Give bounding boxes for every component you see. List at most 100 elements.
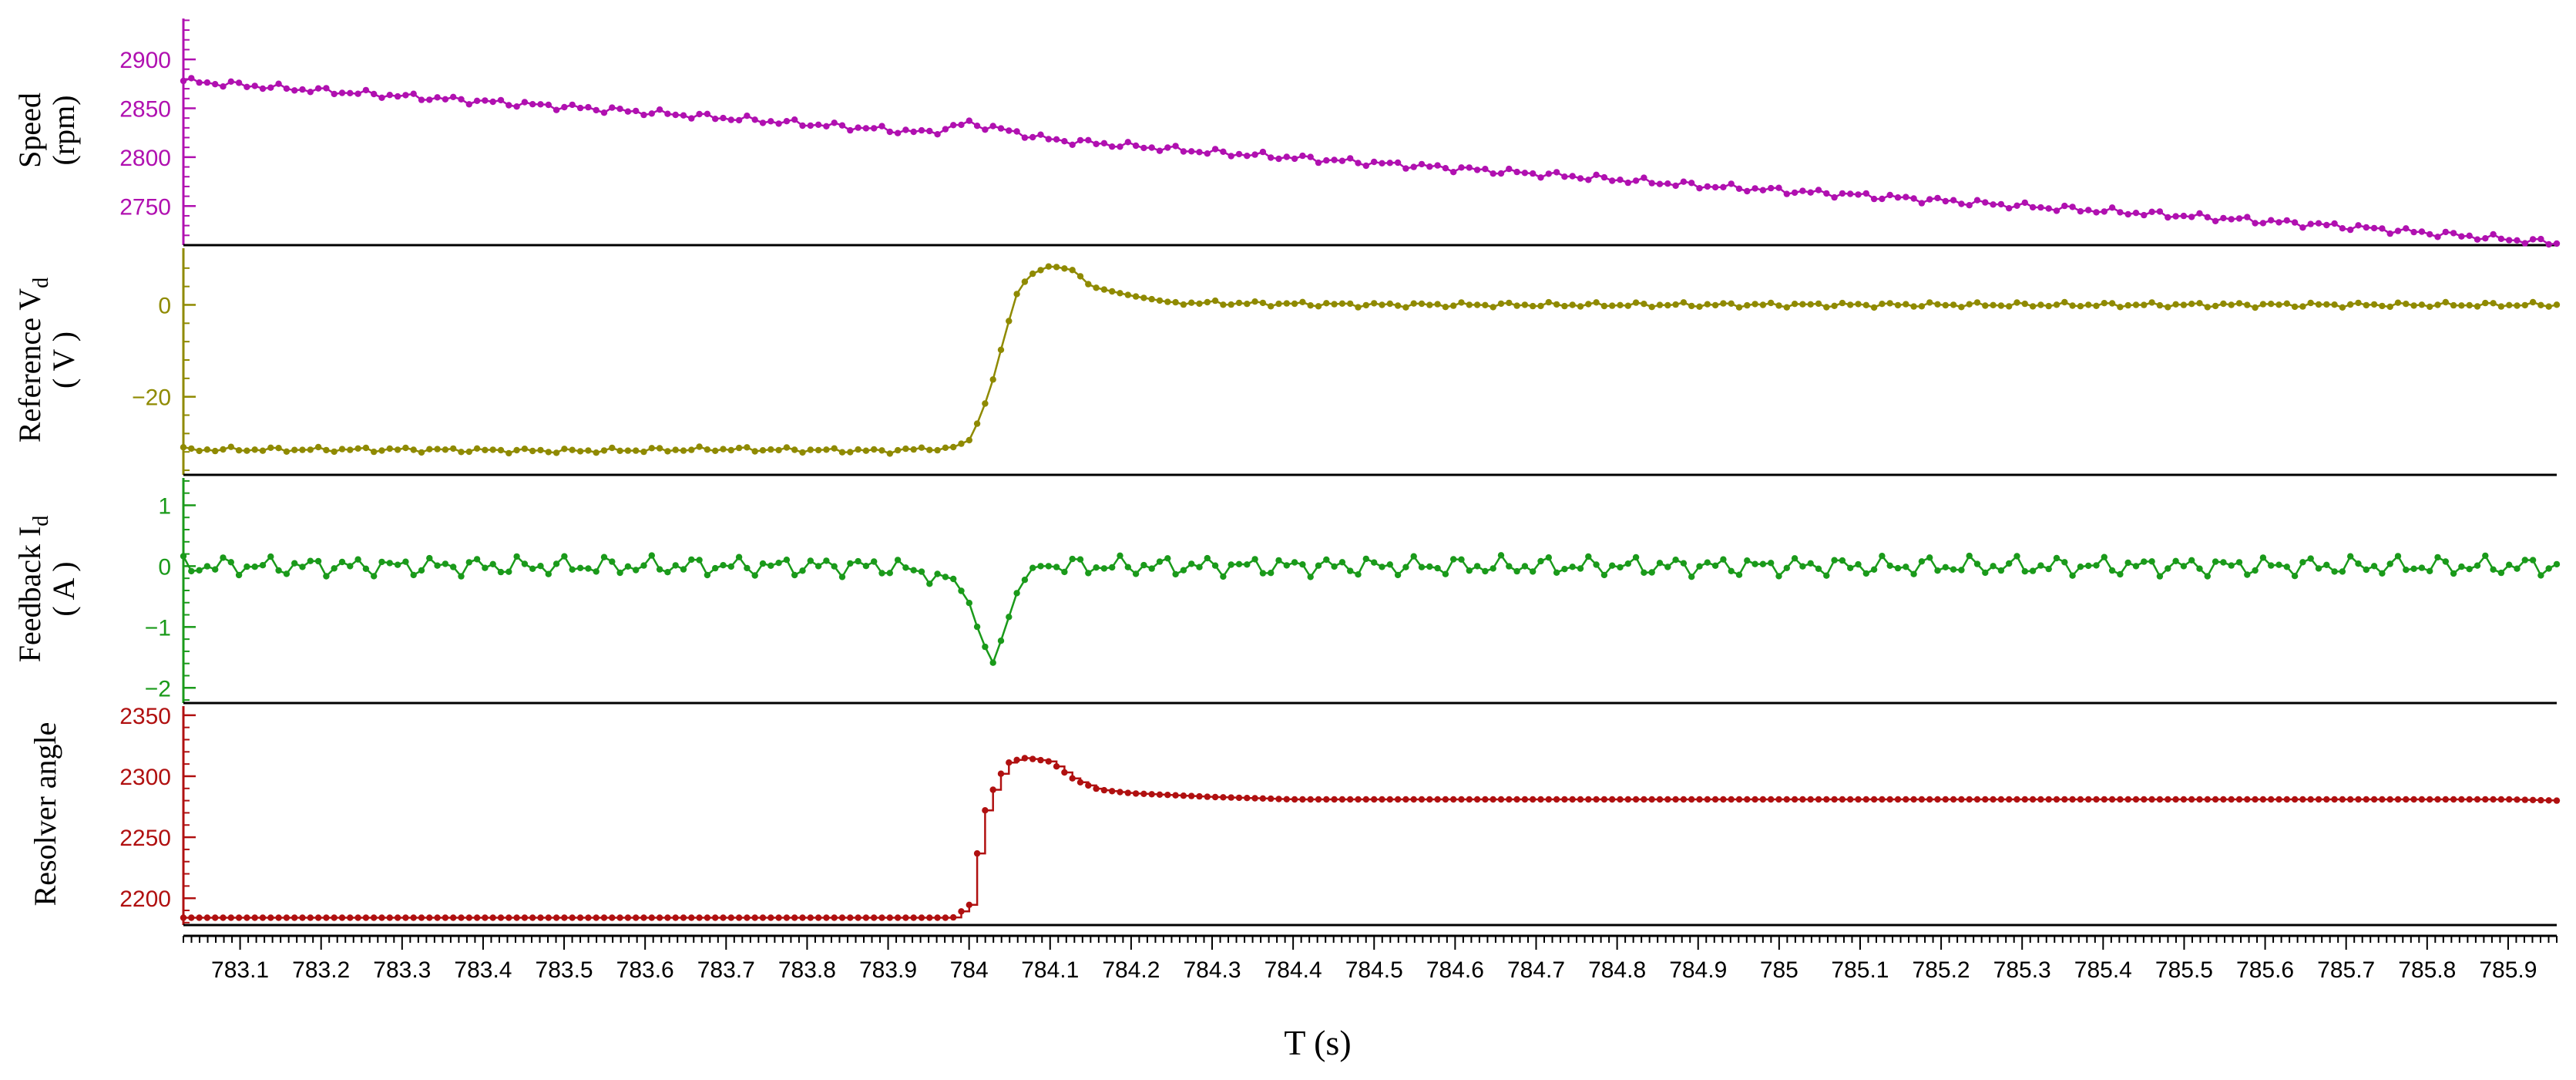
data-point: [1680, 178, 1688, 185]
y-axis-title-subscript: d: [29, 516, 53, 527]
data-point: [2156, 796, 2164, 803]
data-point: [473, 914, 481, 921]
data-point: [386, 560, 393, 567]
data-point: [950, 443, 957, 451]
data-point: [1656, 560, 1664, 567]
data-point: [188, 567, 195, 575]
data-point: [1855, 191, 1862, 198]
data-point: [593, 914, 599, 921]
data-point: [1997, 567, 2005, 574]
data-point: [727, 563, 734, 570]
data-point: [600, 447, 608, 454]
data-point: [251, 564, 258, 570]
data-point: [2259, 554, 2267, 561]
data-point: [1268, 303, 1275, 310]
data-point: [600, 109, 608, 116]
data-point: [704, 914, 711, 921]
data-point: [371, 573, 378, 580]
data-point: [1735, 304, 1743, 311]
data-point: [1735, 185, 1743, 192]
data-point: [1950, 566, 1957, 573]
data-point: [2537, 301, 2544, 308]
data-point: [966, 901, 973, 909]
data-point: [299, 914, 306, 921]
data-point: [672, 446, 679, 453]
data-point: [1569, 564, 1576, 570]
x-tick-label: 785.9: [2479, 957, 2537, 983]
data-point: [2228, 796, 2235, 803]
data-point: [2394, 796, 2402, 803]
data-point: [2252, 304, 2259, 311]
data-point: [1553, 169, 1560, 176]
data-point: [1093, 284, 1100, 291]
data-point: [394, 561, 401, 568]
data-point: [1617, 301, 1624, 308]
data-point: [537, 101, 544, 108]
data-point: [1910, 570, 1917, 577]
data-point: [799, 914, 806, 921]
data-point: [2403, 567, 2410, 574]
data-point: [1775, 184, 1782, 191]
data-point: [1759, 187, 1767, 193]
data-point: [1513, 302, 1520, 309]
data-point: [1291, 796, 1298, 803]
data-point: [1711, 562, 1719, 569]
data-point: [2220, 214, 2227, 222]
data-point: [426, 914, 433, 921]
data-point: [973, 850, 981, 857]
data-point: [2132, 563, 2140, 570]
data-point: [1076, 273, 1084, 280]
data-point: [648, 110, 655, 117]
data-point: [442, 446, 449, 453]
data-point: [283, 85, 291, 93]
data-point: [1283, 796, 1291, 803]
data-point: [2045, 205, 2052, 212]
data-point: [1053, 264, 1060, 271]
data-point: [1268, 570, 1275, 577]
data-point: [633, 447, 640, 454]
x-tick-label: 785.3: [1993, 957, 2051, 983]
data-point: [1744, 796, 1751, 803]
data-point: [1958, 796, 1965, 803]
data-point: [2307, 299, 2314, 307]
data-point: [442, 96, 449, 103]
data-point: [2434, 796, 2441, 803]
panel-feedback-id: −2 −1 0 1 Feedback Id( A ): [12, 478, 2561, 705]
data-point: [2053, 554, 2060, 562]
data-point: [966, 436, 973, 444]
data-point: [1442, 304, 1449, 311]
data-point: [1823, 304, 1830, 311]
data-point: [259, 562, 267, 569]
data-point: [307, 446, 314, 453]
data-point: [799, 122, 806, 130]
data-point: [2124, 559, 2131, 567]
data-point: [1021, 755, 1029, 762]
x-tick-label: 785.8: [2398, 957, 2456, 983]
data-point: [545, 570, 552, 577]
data-point: [497, 568, 505, 576]
data-point: [1973, 197, 1981, 204]
data-point: [609, 914, 616, 921]
data-point: [1029, 755, 1036, 762]
data-point: [2235, 559, 2243, 566]
data-point: [2355, 560, 2362, 567]
data-point: [2132, 210, 2140, 217]
data-point: [1244, 795, 1251, 802]
data-point: [775, 446, 782, 454]
data-point: [362, 86, 370, 94]
data-point: [1751, 185, 1758, 192]
data-point: [1426, 796, 1433, 803]
data-point: [1839, 190, 1846, 197]
data-point: [1450, 302, 1457, 309]
data-point: [2021, 568, 2028, 575]
data-point: [1053, 136, 1060, 143]
data-point: [871, 914, 878, 921]
data-point: [259, 914, 267, 921]
data-point: [1903, 193, 1909, 200]
data-point: [410, 914, 417, 921]
data-point: [1093, 564, 1100, 571]
data-point: [1918, 558, 1926, 565]
data-point: [307, 914, 314, 921]
data-point: [1061, 265, 1068, 272]
